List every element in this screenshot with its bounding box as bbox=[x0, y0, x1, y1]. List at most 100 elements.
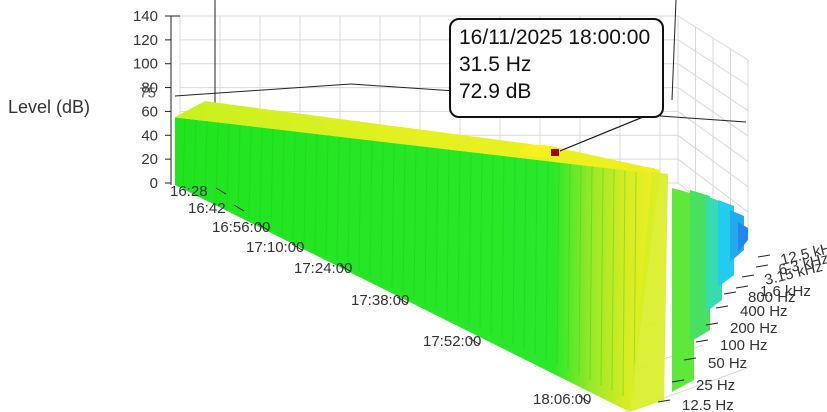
level-tick-label: 80 bbox=[141, 80, 158, 97]
freq-tick bbox=[671, 379, 685, 383]
time-slice bbox=[215, 122, 219, 206]
time-tick bbox=[339, 264, 351, 272]
freq-tick-label: 12.5 Hz bbox=[682, 397, 734, 412]
time-slice bbox=[248, 126, 252, 221]
time-tick bbox=[215, 187, 227, 195]
freq-tick bbox=[755, 264, 769, 268]
tooltip-leader bbox=[554, 114, 649, 154]
freq-tick bbox=[683, 357, 697, 361]
time-slice bbox=[182, 118, 186, 190]
time-slice bbox=[380, 141, 384, 283]
time-slice bbox=[193, 119, 197, 195]
level-tick-label: 100 bbox=[133, 56, 158, 73]
freq-tick-label: 800 Hz bbox=[748, 289, 796, 306]
time-slice bbox=[600, 167, 604, 386]
time-slice bbox=[303, 132, 307, 247]
freq-tick-label: 100 Hz bbox=[720, 337, 768, 354]
level-tick-label: 20 bbox=[141, 151, 158, 168]
time-slice bbox=[435, 148, 439, 309]
time-slice bbox=[468, 152, 472, 324]
freq-tick bbox=[715, 305, 729, 309]
time-slice bbox=[556, 162, 560, 365]
time-slice bbox=[336, 136, 340, 262]
time-tick-label: 17:24:00 bbox=[294, 260, 352, 277]
time-slice bbox=[292, 131, 296, 242]
time-slice bbox=[479, 153, 483, 329]
time-tick-label: 16:56:00 bbox=[212, 219, 270, 236]
data-tooltip: 16/11/2025 18:00:00 31.5 Hz 72.9 dB bbox=[449, 18, 664, 118]
time-slice bbox=[611, 168, 615, 391]
time-slice bbox=[204, 121, 208, 200]
freq-tick bbox=[735, 285, 749, 289]
freq-tick bbox=[741, 274, 755, 278]
freq-tick-label: 200 Hz bbox=[730, 320, 778, 337]
end-cap bbox=[630, 172, 668, 412]
freq-tick bbox=[723, 291, 737, 295]
freq-tick-label: 50 Hz bbox=[708, 355, 747, 372]
time-tick-label: 18:06:00 bbox=[533, 391, 591, 408]
tooltip-time: 16/11/2025 18:00:00 bbox=[459, 26, 651, 49]
freq-tick-label: 400 Hz bbox=[740, 303, 788, 320]
front-face-12-5hz bbox=[175, 117, 660, 412]
time-slice bbox=[512, 157, 516, 345]
time-slice bbox=[446, 149, 450, 314]
freq-tick bbox=[757, 254, 771, 258]
time-slice bbox=[325, 135, 329, 257]
level-axis: 0 20 40 60 80 100 120 140 75 bbox=[133, 8, 171, 192]
level-tick-label: 120 bbox=[133, 32, 158, 49]
time-slice bbox=[490, 154, 494, 334]
time-tick-label: 16:28 bbox=[170, 183, 208, 200]
freq-tick-label: 25 Hz bbox=[696, 377, 735, 394]
time-slice bbox=[424, 147, 428, 303]
time-slice bbox=[259, 127, 263, 226]
hf-band-1 bbox=[690, 190, 710, 342]
time-slice bbox=[589, 166, 593, 381]
time-tick-label: 17:52:00 bbox=[423, 333, 481, 350]
time-slice bbox=[633, 171, 637, 401]
time-tick-label: 17:10:00 bbox=[246, 239, 304, 256]
level-tick-label: 0 bbox=[150, 175, 158, 192]
time-tick-label: 17:38:00 bbox=[351, 292, 409, 309]
level-tick-label: 140 bbox=[133, 8, 158, 25]
frame-edge bbox=[671, 0, 677, 101]
time-slice bbox=[369, 140, 373, 278]
time-slice bbox=[578, 165, 582, 376]
time-slice bbox=[237, 125, 241, 216]
time-slice bbox=[270, 128, 274, 231]
selected-point-marker bbox=[551, 149, 559, 156]
freq-tick-label: 1.6 kHz bbox=[760, 283, 811, 300]
time-slice bbox=[545, 161, 549, 360]
time-slice bbox=[347, 137, 351, 267]
time-slice bbox=[567, 163, 571, 370]
time-tick bbox=[233, 204, 245, 212]
time-slice bbox=[413, 145, 417, 298]
time-slice bbox=[457, 150, 461, 319]
time-slice bbox=[358, 139, 362, 273]
tooltip-level: 72.9 dB bbox=[459, 80, 532, 103]
time-tick-label: 16:42 bbox=[188, 200, 226, 217]
level-tick-label: 75 bbox=[139, 85, 156, 102]
hf-band-5 bbox=[738, 222, 748, 252]
waterfall-surface bbox=[175, 101, 748, 412]
time-tick bbox=[291, 243, 303, 251]
level-tick-label: 60 bbox=[141, 103, 158, 120]
time-slice bbox=[226, 123, 230, 211]
level-tick-label: 40 bbox=[141, 127, 158, 144]
time-slice bbox=[402, 144, 406, 293]
time-slice bbox=[622, 170, 626, 396]
time-slice bbox=[281, 130, 285, 237]
frame-edge bbox=[174, 83, 352, 97]
time-tick bbox=[257, 223, 269, 231]
freq-tick bbox=[695, 339, 709, 343]
time-tick bbox=[396, 296, 408, 304]
highlight-glow bbox=[520, 145, 560, 157]
time-slice bbox=[523, 158, 527, 350]
y-axis-title: Level (dB) bbox=[8, 97, 90, 117]
time-slice bbox=[534, 159, 538, 355]
time-slice bbox=[314, 134, 318, 252]
tooltip-cursor bbox=[520, 114, 649, 157]
freq-tick bbox=[705, 322, 719, 326]
